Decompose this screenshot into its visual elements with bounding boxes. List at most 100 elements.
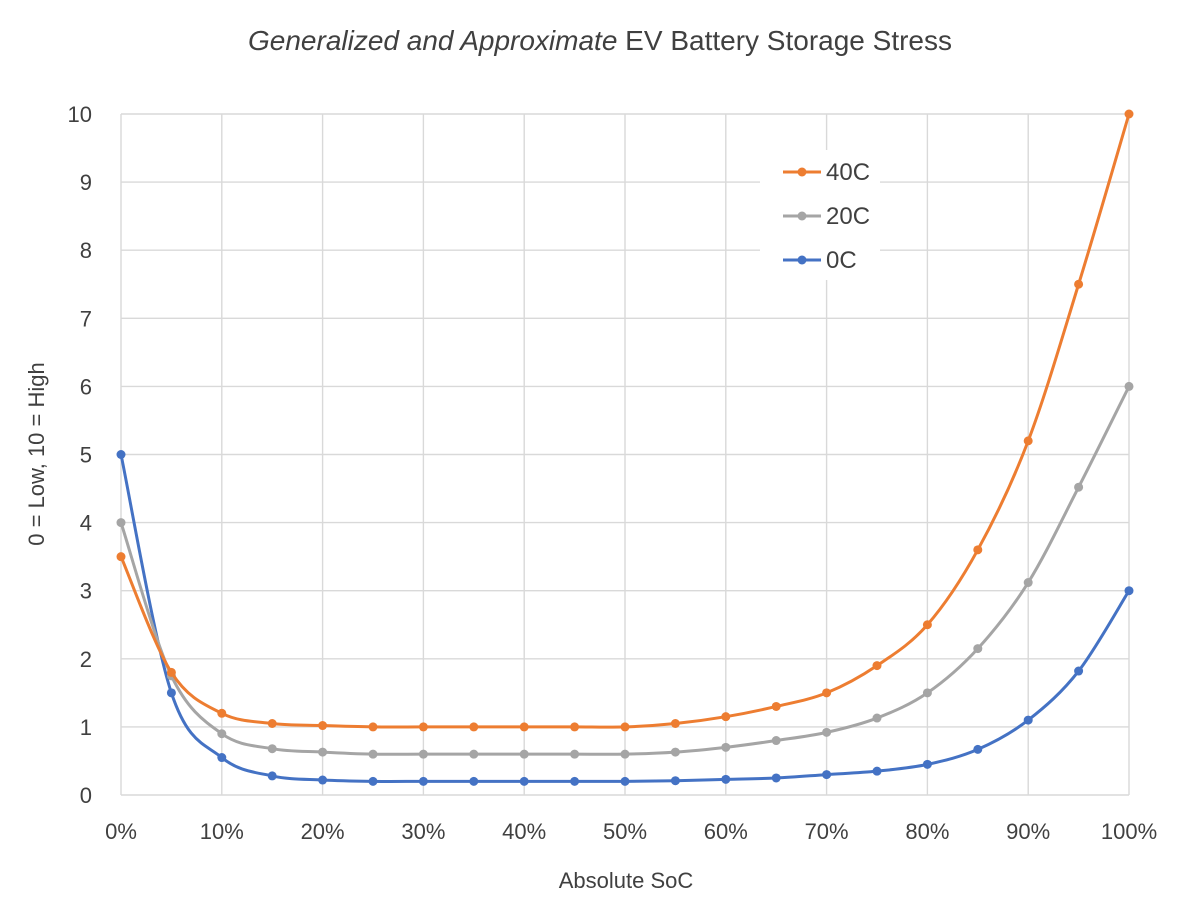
data-point-0c: [771, 773, 781, 783]
data-point-20c: [771, 736, 781, 746]
series-40c: [116, 109, 1134, 732]
legend-item-40c: 40C: [783, 159, 870, 186]
data-point-20c: [217, 729, 227, 739]
y-tick-label: 6: [80, 374, 92, 399]
x-tick-label: 50%: [603, 819, 647, 844]
data-point-0c: [973, 744, 983, 754]
data-point-20c: [267, 744, 277, 754]
data-point-40c: [771, 701, 781, 711]
data-point-40c: [1074, 279, 1084, 289]
legend-swatch-marker: [797, 211, 807, 221]
chart-title-rest: EV Battery Storage Stress: [617, 25, 952, 56]
data-point-40c: [217, 708, 227, 718]
tick-labels: 0% 10% 20% 30% 40% 50% 60% 70% 80% 90% 100% 0 1 2 3 4 5 6…: [68, 102, 1158, 844]
series-line-0c: [119, 453, 1131, 783]
data-point-40c: [670, 718, 680, 728]
data-point-0c: [620, 776, 630, 786]
y-tick-label: 3: [80, 579, 92, 604]
grid: [120, 113, 1130, 796]
y-tick-label: 9: [80, 170, 92, 195]
data-point-40c: [922, 620, 932, 630]
legend-swatch-marker: [797, 167, 807, 177]
x-tick-label: 90%: [1006, 819, 1050, 844]
data-point-40c: [418, 722, 428, 732]
data-point-0c: [922, 759, 932, 769]
series-lines: [116, 109, 1134, 786]
data-point-20c: [570, 749, 580, 759]
data-point-0c: [166, 688, 176, 698]
data-point-40c: [1023, 436, 1033, 446]
x-tick-label: 10%: [200, 819, 244, 844]
x-tick-label: 80%: [905, 819, 949, 844]
data-point-20c: [1074, 482, 1084, 492]
data-point-40c: [368, 722, 378, 732]
data-point-0c: [469, 776, 479, 786]
data-point-40c: [620, 722, 630, 732]
data-point-20c: [670, 747, 680, 757]
x-tick-label: 70%: [805, 819, 849, 844]
data-point-20c: [922, 688, 932, 698]
y-tick-label: 8: [80, 238, 92, 263]
series-line-40c: [119, 112, 1131, 729]
y-tick-label: 7: [80, 306, 92, 331]
data-point-0c: [368, 776, 378, 786]
data-point-40c: [267, 718, 277, 728]
data-point-20c: [620, 749, 630, 759]
data-point-0c: [217, 753, 227, 763]
data-point-0c: [318, 775, 328, 785]
data-point-0c: [418, 776, 428, 786]
data-point-40c: [519, 722, 529, 732]
data-point-40c: [822, 688, 832, 698]
x-tick-label: 20%: [301, 819, 345, 844]
x-tick-label: 30%: [401, 819, 445, 844]
data-point-40c: [318, 721, 328, 731]
data-point-20c: [469, 749, 479, 759]
legend-label: 0C: [826, 247, 857, 274]
y-tick-label: 5: [80, 443, 92, 468]
data-point-20c: [1023, 578, 1033, 588]
chart-title: Generalized and Approximate EV Battery S…: [248, 25, 952, 56]
data-point-0c: [1124, 586, 1134, 596]
data-point-40c: [1124, 109, 1134, 119]
data-point-20c: [822, 727, 832, 737]
series-0c: [116, 450, 1134, 786]
y-tick-label: 2: [80, 647, 92, 672]
x-tick-label: 100%: [1101, 819, 1157, 844]
legend: 40C 20C 0C: [760, 150, 880, 280]
legend-label: 40C: [826, 159, 870, 186]
x-axis-label: Absolute SoC: [559, 868, 694, 893]
x-tick-label: 0%: [105, 819, 137, 844]
data-point-20c: [368, 749, 378, 759]
data-point-40c: [872, 661, 882, 671]
y-tick-label: 1: [80, 715, 92, 740]
data-point-20c: [519, 749, 529, 759]
data-point-40c: [116, 552, 126, 562]
data-point-0c: [721, 774, 731, 784]
legend-label: 20C: [826, 203, 870, 230]
data-point-40c: [469, 722, 479, 732]
data-point-20c: [1124, 381, 1134, 391]
data-point-0c: [570, 776, 580, 786]
data-point-20c: [418, 749, 428, 759]
x-tick-label: 40%: [502, 819, 546, 844]
y-axis-label: 0 = Low, 10 = High: [24, 362, 49, 545]
data-point-20c: [116, 518, 126, 528]
data-point-0c: [670, 776, 680, 786]
y-tick-label: 4: [80, 511, 92, 536]
data-point-40c: [721, 712, 731, 722]
data-point-20c: [973, 644, 983, 654]
data-point-20c: [872, 713, 882, 723]
series-20c: [116, 381, 1134, 759]
data-point-0c: [1074, 666, 1084, 676]
legend-item-0c: 0C: [783, 247, 857, 274]
y-tick-label: 0: [80, 783, 92, 808]
data-point-0c: [519, 776, 529, 786]
legend-swatch-marker: [797, 255, 807, 265]
data-point-0c: [872, 766, 882, 776]
chart-title-italic: Generalized and Approximate: [248, 25, 617, 56]
data-point-20c: [318, 747, 328, 757]
y-tick-label: 10: [68, 102, 92, 127]
legend-item-20c: 20C: [783, 203, 870, 230]
